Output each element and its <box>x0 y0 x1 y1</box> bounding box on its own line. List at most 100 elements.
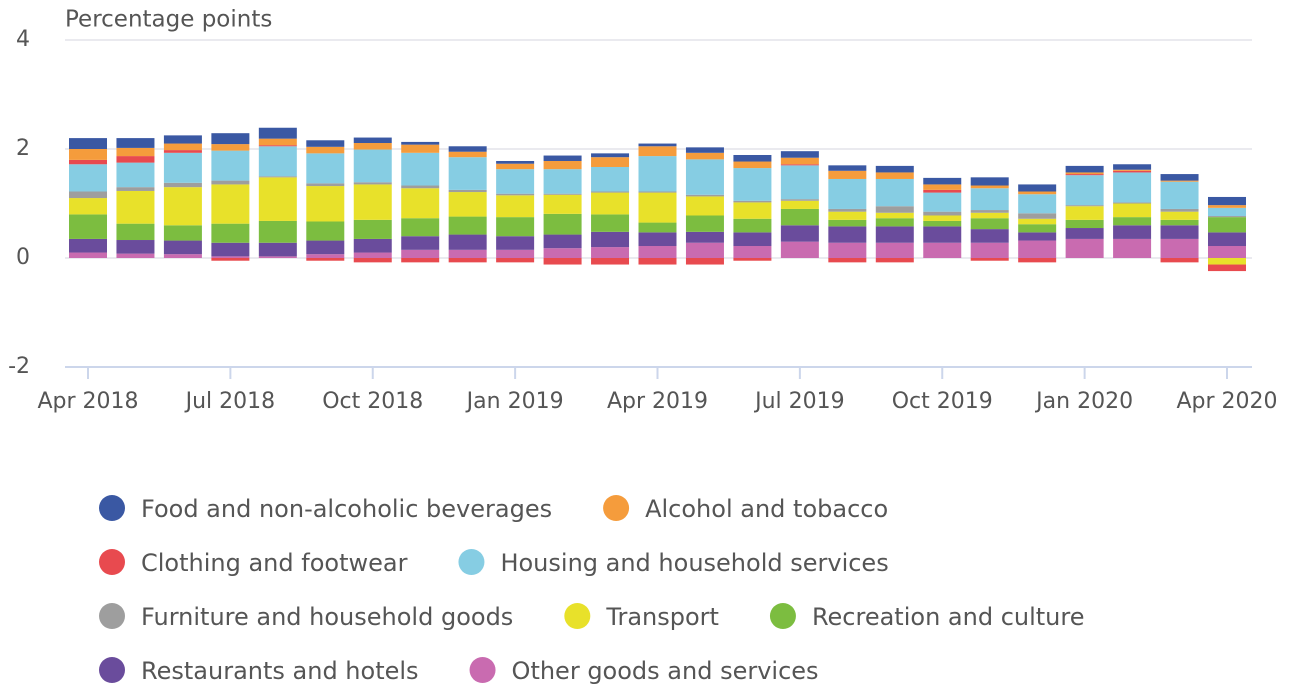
bar-segment <box>875 212 914 219</box>
bar-segment <box>1018 191 1057 195</box>
legend-label[interactable]: Restaurants and hotels <box>141 657 419 684</box>
bar-segment <box>1160 219 1199 226</box>
bar-segment <box>1065 206 1104 220</box>
bar-segment <box>1113 170 1152 173</box>
bar-segment <box>543 160 582 170</box>
bar-segment <box>733 154 772 162</box>
bar-segment <box>163 225 202 241</box>
bar-segment <box>733 200 772 203</box>
bar-segment <box>828 170 867 179</box>
bar-segment <box>163 240 202 255</box>
bar-segment <box>496 169 535 194</box>
bar-segment <box>923 184 962 190</box>
bar-segment <box>1160 180 1199 182</box>
bar-segment <box>448 151 487 158</box>
y-tick-label: 0 <box>16 245 30 270</box>
bar-segment <box>638 232 677 247</box>
bar-segment <box>306 240 345 255</box>
bar-segment <box>828 208 867 212</box>
bar-segment <box>591 166 630 192</box>
bar-segment <box>1113 169 1152 171</box>
bar-segment <box>1113 217 1152 226</box>
bar-segment <box>638 192 677 223</box>
bar-segment <box>733 246 772 258</box>
legend-label[interactable]: Alcohol and tobacco <box>645 495 888 523</box>
bar-segment <box>211 223 250 243</box>
legend-label[interactable]: Furniture and household goods <box>141 603 513 631</box>
legend-label[interactable]: Food and non-alcoholic beverages <box>141 495 552 523</box>
bar-segment <box>828 258 867 263</box>
legend-label[interactable]: Housing and household services <box>500 549 888 577</box>
bar-segment <box>1160 181 1199 209</box>
bar-segment <box>923 177 962 185</box>
bar-segment <box>1160 174 1199 181</box>
bar-segment <box>923 242 962 258</box>
bar-segment <box>401 218 440 237</box>
bar-segment <box>780 151 819 158</box>
bar-segment <box>1018 224 1057 233</box>
bar-segment <box>1018 258 1057 263</box>
bar-segment <box>496 249 535 258</box>
bar-segment <box>543 194 582 214</box>
bar-segment <box>1018 184 1057 192</box>
bar-segment <box>543 258 582 265</box>
bar-segment <box>116 138 155 148</box>
bar-segment <box>401 152 440 186</box>
legend-marker <box>769 603 796 629</box>
bar-segment <box>69 252 107 258</box>
legend-label[interactable]: Other goods and services <box>512 657 819 684</box>
bar-segment <box>970 242 1009 258</box>
bar-segment <box>163 152 202 183</box>
bar-segment <box>306 258 345 261</box>
bar-segment <box>1065 172 1104 175</box>
bar-segment <box>828 226 867 243</box>
bar-segment <box>448 189 487 193</box>
bar-segment <box>733 202 772 219</box>
bar-segment <box>496 236 535 250</box>
bar-segment <box>685 231 724 243</box>
bar-segment <box>875 226 914 243</box>
bar-segment <box>116 162 155 188</box>
bar-segment <box>1113 202 1152 204</box>
bar-segment <box>1160 211 1199 220</box>
bar-segment <box>970 229 1009 243</box>
bar-segment <box>1018 218 1057 225</box>
bar-segment <box>353 219 392 239</box>
bar-segment <box>353 184 392 220</box>
bar-segment <box>116 253 155 258</box>
bar-segment <box>685 159 724 195</box>
bar-segment <box>353 137 392 144</box>
x-tick-label: Apr 2020 <box>1176 389 1277 414</box>
bar-segment <box>923 220 962 227</box>
legend-label[interactable]: Clothing and footwear <box>141 549 408 577</box>
bar-segment <box>1208 264 1246 272</box>
bar-segment <box>353 149 392 183</box>
bar-segment <box>496 217 535 237</box>
bar-segment <box>1018 194 1057 214</box>
legend-marker <box>99 657 125 683</box>
bar-segment <box>353 182 392 185</box>
legend-marker <box>99 549 125 575</box>
x-tick-label: Jan 2020 <box>1034 389 1133 414</box>
bar-segment <box>1113 238 1152 258</box>
bar-segment <box>401 258 440 263</box>
legend-label[interactable]: Transport <box>605 603 719 631</box>
legend-label[interactable]: Recreation and culture <box>812 603 1085 631</box>
bar-segment <box>638 156 677 192</box>
y-tick-label: -2 <box>8 354 30 379</box>
bar-segment <box>828 219 867 227</box>
bar-segment <box>1160 208 1199 212</box>
x-tick-label: Oct 2019 <box>892 389 993 414</box>
bar-segment <box>638 191 677 193</box>
bar-segment <box>306 254 345 258</box>
bar-segment <box>401 236 440 250</box>
bar-segment <box>733 168 772 201</box>
bar-segment <box>543 248 582 258</box>
bar-segment <box>211 256 250 258</box>
bar-segment <box>116 240 155 254</box>
bar-segment <box>496 163 535 170</box>
bar-segment <box>163 187 202 226</box>
bar-segment <box>306 153 345 184</box>
bar-segment <box>970 258 1009 261</box>
